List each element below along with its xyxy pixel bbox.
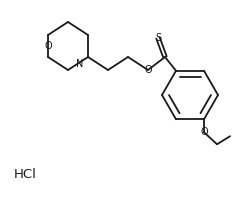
Text: S: S bbox=[155, 33, 161, 43]
Text: O: O bbox=[44, 41, 52, 51]
Text: HCl: HCl bbox=[14, 169, 37, 182]
Text: O: O bbox=[200, 127, 208, 137]
Text: N: N bbox=[76, 59, 84, 69]
Text: O: O bbox=[144, 65, 152, 75]
